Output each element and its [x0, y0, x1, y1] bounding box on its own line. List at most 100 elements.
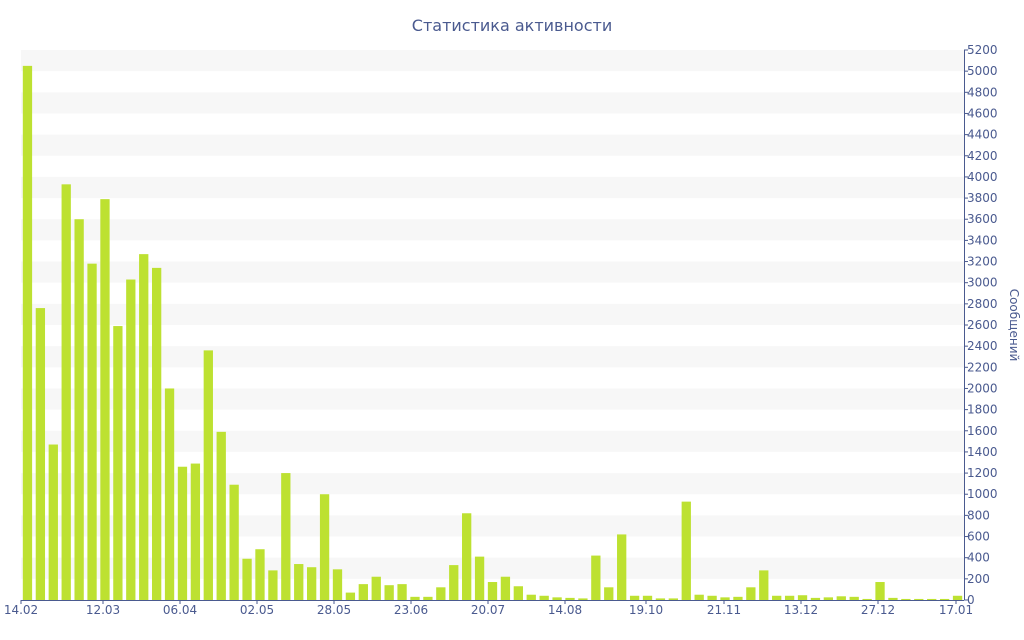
- x-tick-label: 12.03: [86, 603, 120, 617]
- grid-band: [21, 176, 964, 199]
- bar: [487, 582, 498, 600]
- x-tick-label: 28.05: [317, 603, 351, 617]
- bars: [22, 65, 963, 601]
- bar: [875, 582, 885, 600]
- y-tick-labels: 0 200 400 600 800 1000 1200 1400 1600 1800 2000 220…: [964, 43, 998, 607]
- bar: [617, 534, 627, 600]
- grid-band: [21, 134, 964, 156]
- bar: [139, 254, 149, 600]
- grid-band: [21, 515, 964, 537]
- bar: [552, 597, 562, 600]
- bar: [345, 592, 356, 600]
- bar: [35, 308, 46, 600]
- y-tick-label: 4800: [967, 85, 998, 99]
- y-tick-label: 4400: [967, 128, 998, 142]
- x-tick-label: 14.02: [4, 603, 38, 617]
- grid-band: [21, 346, 964, 368]
- bar: [629, 595, 640, 600]
- bar: [294, 564, 304, 600]
- bar: [591, 555, 601, 600]
- bar: [952, 595, 963, 600]
- bar: [397, 584, 407, 600]
- bar: [810, 597, 821, 600]
- bar: [914, 598, 924, 600]
- bar: [177, 466, 188, 600]
- y-tick-label: 800: [967, 508, 990, 522]
- y-tick-label: 400: [967, 551, 990, 565]
- bar: [604, 587, 614, 600]
- bar: [449, 565, 459, 600]
- bar: [423, 596, 433, 600]
- grid-band: [21, 219, 964, 241]
- bar: [823, 597, 834, 600]
- grid-band: [21, 473, 964, 495]
- bar: [849, 596, 859, 600]
- y-tick-label: 1000: [967, 487, 998, 501]
- bar: [87, 263, 97, 600]
- grid-band: [21, 303, 964, 325]
- x-tick-labels: 14.02 12.03 06.04 02.05 28.05 23.06 20.07 14.08…: [4, 600, 973, 617]
- bar: [578, 598, 588, 600]
- bar: [539, 595, 549, 600]
- bar: [733, 596, 743, 600]
- y-tick-label: 3200: [967, 255, 998, 269]
- y-tick-label: 3800: [967, 191, 998, 205]
- y-tick-label: 0: [967, 593, 975, 607]
- bar: [216, 431, 226, 600]
- y-tick-label: 2000: [967, 381, 998, 395]
- grid-band: [21, 430, 964, 452]
- bar: [500, 576, 511, 600]
- bar: [759, 570, 769, 600]
- bar: [784, 595, 795, 600]
- bar: [526, 594, 536, 600]
- bar: [901, 598, 911, 600]
- y-tick-label: 1800: [967, 403, 998, 417]
- y-tick-label: 2200: [967, 360, 998, 374]
- y-tick-label: 3600: [967, 212, 998, 226]
- x-tick-label: 06.04: [163, 603, 197, 617]
- y-tick-label: 5200: [967, 43, 998, 57]
- bar: [255, 549, 265, 600]
- bar: [319, 494, 330, 600]
- bar: [474, 556, 485, 600]
- x-tick-label: 20.07: [471, 603, 505, 617]
- bar: [642, 595, 653, 600]
- bar: [113, 326, 123, 600]
- bar: [61, 184, 71, 600]
- x-tick-label: 14.08: [548, 603, 582, 617]
- x-tick-label: 17.01: [939, 603, 973, 617]
- bar: [151, 267, 162, 600]
- x-tick-label: 23.06: [394, 603, 428, 617]
- bar: [436, 587, 446, 600]
- x-tick-label: 13.12: [784, 603, 818, 617]
- grid-band: [21, 261, 964, 283]
- bar: [939, 598, 950, 600]
- bar: [203, 350, 213, 600]
- bar: [371, 576, 381, 600]
- bar: [48, 444, 58, 600]
- bar: [655, 598, 666, 600]
- bar: [126, 279, 136, 600]
- grid-band: [21, 557, 964, 579]
- bar: [268, 570, 278, 600]
- bar: [190, 463, 201, 600]
- bar: [410, 596, 420, 600]
- grid-band: [21, 50, 964, 72]
- x-tick-label: 27.12: [861, 603, 895, 617]
- x-tick-label: 21.11: [707, 603, 741, 617]
- bar: [888, 597, 898, 600]
- y-tick-label: 2600: [967, 318, 998, 332]
- y-axis-label: Сообщений: [1007, 289, 1021, 362]
- bar: [242, 558, 252, 600]
- grid-bands: [21, 50, 964, 579]
- bar: [462, 513, 472, 600]
- grid-band: [21, 388, 964, 410]
- bar: [772, 595, 782, 600]
- bar: [307, 567, 317, 600]
- bar: [384, 585, 394, 600]
- bar: [22, 65, 33, 601]
- y-tick-label: 1200: [967, 466, 998, 480]
- y-tick-label: 5000: [967, 64, 998, 78]
